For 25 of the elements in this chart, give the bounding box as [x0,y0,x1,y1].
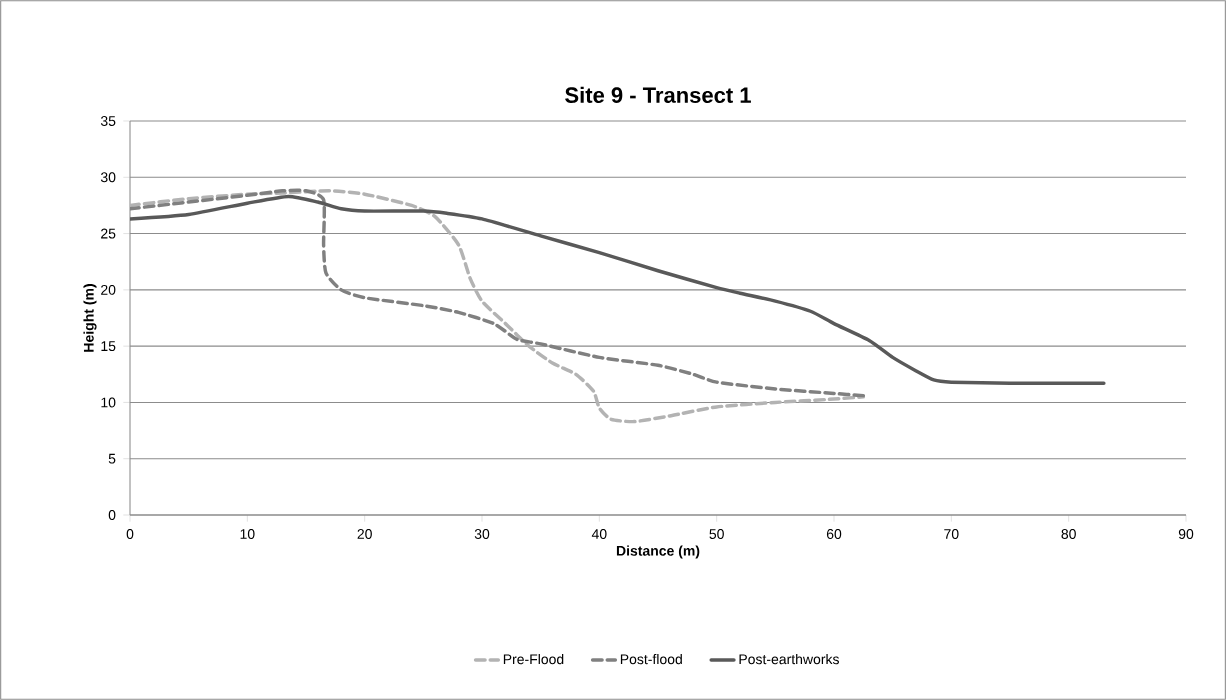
y-tick-label: 10 [101,397,116,408]
line-series [130,194,1106,386]
x-tick-label: 30 [474,529,490,539]
y-tick-label: 35 [100,116,116,126]
chart-title: Site 9 - Transect 1 [565,86,751,103]
x-tick-label: 20 [357,529,372,539]
x-tick-label: 40 [591,529,607,539]
legend-label: Post-flood [620,653,682,665]
x-axis-title: Distance (m) [616,545,700,559]
x-tick-label: 90 [1178,529,1194,539]
x-tick-label: 50 [709,529,724,539]
legend-label: Pre-Flood [503,653,564,665]
x-tick-label: 0 [126,529,134,539]
x-tick-label: 70 [944,529,959,539]
y-tick-label: 30 [100,172,116,183]
y-tick-label: 20 [101,284,116,295]
legend-label: Post-earthworks [739,653,839,665]
y-tick-label: 0 [108,510,116,520]
y-tick-label: 15 [101,341,116,352]
x-tick-label: 80 [1061,529,1076,539]
y-axis-title: Height (m) [83,284,97,352]
x-tick-label: 10 [240,529,255,539]
y-tick-label: 5 [108,453,116,464]
x-tick-label: 60 [826,529,842,539]
y-tick-label: 25 [101,228,116,239]
